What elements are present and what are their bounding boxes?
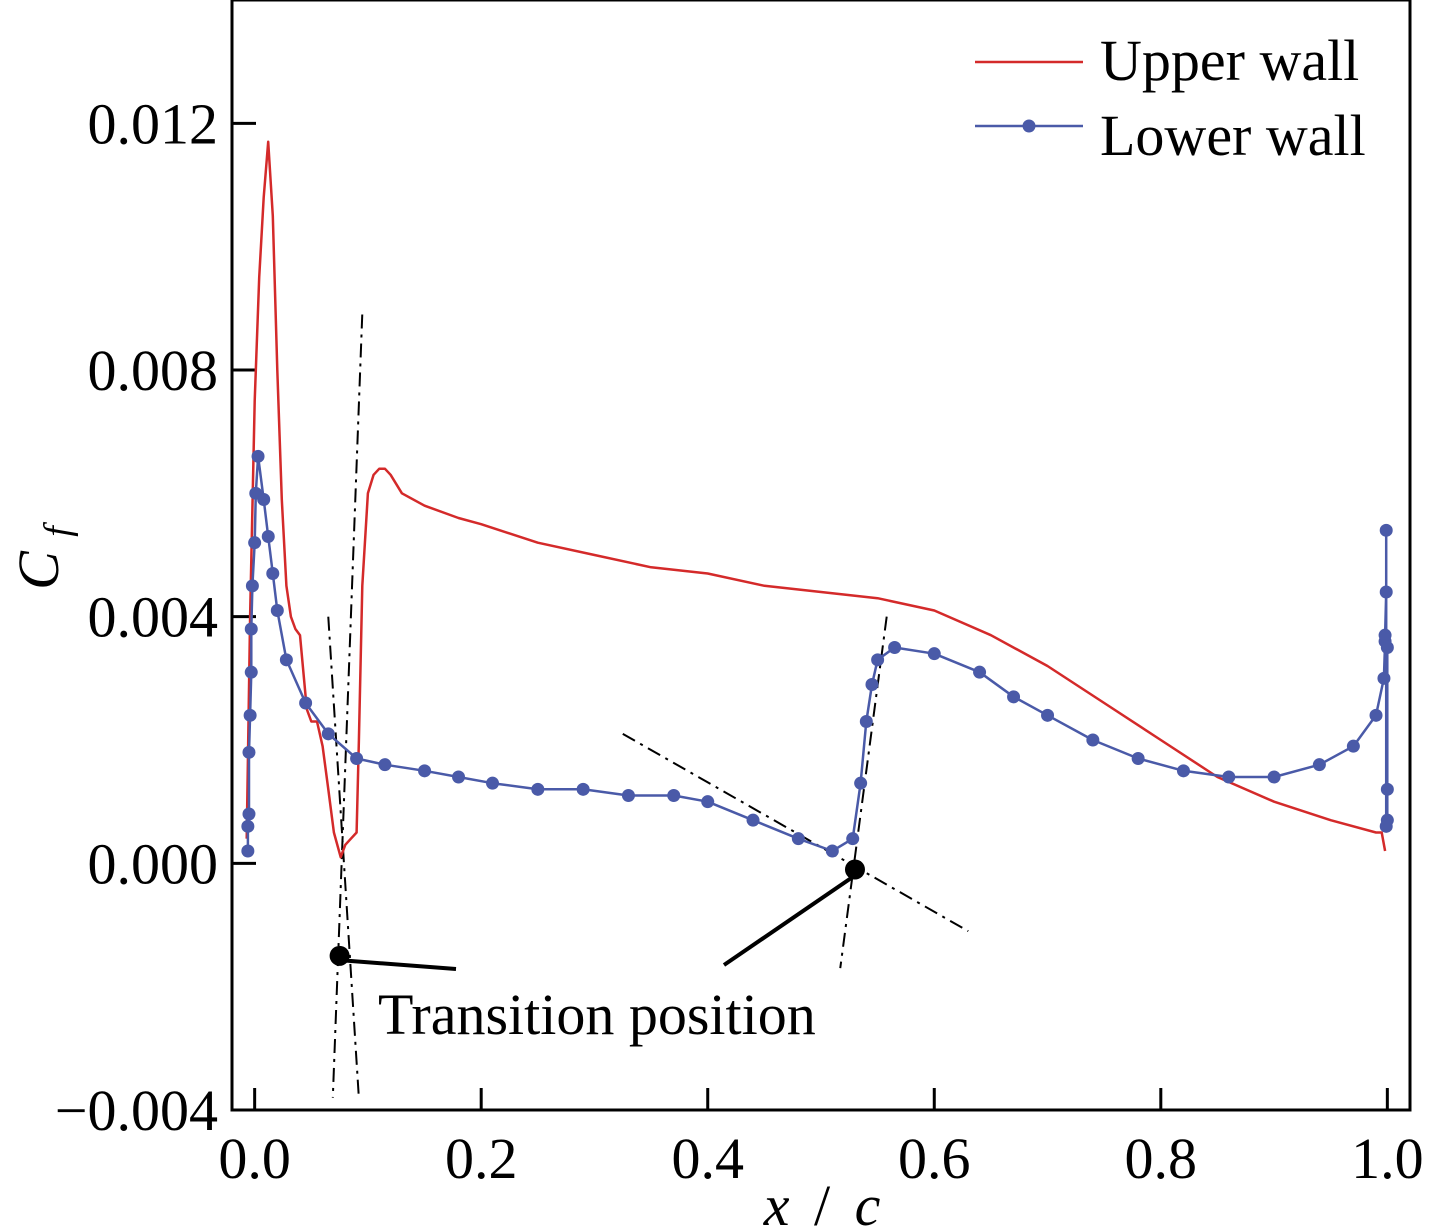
lower-wall-point <box>531 782 545 796</box>
lower-wall-point <box>865 678 879 691</box>
lower-wall-point <box>243 708 257 722</box>
plot-frame <box>230 0 1412 1112</box>
lower-wall-point <box>452 770 466 784</box>
lower-wall-point <box>242 807 256 821</box>
tangent-line <box>327 616 360 1098</box>
lower-wall-point <box>299 696 313 710</box>
transition-point <box>329 945 350 966</box>
lower-wall-point <box>1377 671 1391 685</box>
lower-wall-point <box>1041 708 1055 722</box>
lower-wall-point <box>486 776 500 790</box>
lower-wall-point <box>418 764 432 778</box>
y-axis-sub: f <box>37 522 79 537</box>
annotation-text: Transition position <box>378 982 816 1047</box>
legend-label-lower: Lower wall <box>1100 103 1366 168</box>
lower-wall-point <box>667 789 681 802</box>
series-line-upper-wall <box>245 140 1387 859</box>
lower-wall-point <box>1086 733 1100 747</box>
lower-wall-point <box>1380 813 1394 827</box>
lower-wall-point <box>825 844 839 858</box>
lower-wall-point <box>1267 770 1281 784</box>
lower-wall-point <box>854 776 868 790</box>
y-tick-label: 0.008 <box>88 338 219 403</box>
lower-wall-point <box>261 530 275 543</box>
lower-wall-point <box>245 579 259 593</box>
lower-wall-point <box>859 715 873 728</box>
lower-wall-point <box>1346 739 1360 753</box>
x-tick-label: 0.0 <box>218 1126 291 1191</box>
legend-label-upper: Upper wall <box>1100 28 1359 93</box>
x-tick-label: 0.6 <box>898 1126 971 1191</box>
series-line-lower-wall <box>246 455 1389 853</box>
x-axis-title: x / c <box>763 1173 881 1228</box>
lower-wall-point <box>266 567 280 580</box>
lower-wall-point <box>1222 770 1236 784</box>
transition-point <box>844 859 865 880</box>
lower-wall-point <box>241 844 255 858</box>
lower-wall-point <box>321 727 335 741</box>
y-tick-label: 0.012 <box>88 91 219 156</box>
lower-wall-point <box>576 782 590 796</box>
annotation-leader-left <box>337 958 457 971</box>
lower-wall-point <box>279 653 293 667</box>
lower-wall-point <box>248 536 262 550</box>
x-axis-den: c <box>855 1173 881 1228</box>
lower-wall-point <box>244 622 258 636</box>
legend: Upper wall Lower wall <box>975 28 1366 168</box>
x-tick-label: 0.4 <box>671 1126 744 1191</box>
lower-wall-point <box>251 449 265 463</box>
annotation-leader-right <box>722 870 862 967</box>
ticks: 0.0 0.2 0.4 0.6 0.8 1.0 −0.004 0.000 0.004 0.008 0… <box>55 91 1424 1191</box>
series-group <box>241 140 1394 859</box>
lower-wall-point <box>746 813 760 827</box>
tangent-line <box>331 314 364 1098</box>
lower-wall-point <box>378 758 392 772</box>
x-tick-label: 0.2 <box>445 1126 518 1191</box>
lower-wall-point <box>1380 782 1394 796</box>
lower-wall-point <box>270 604 284 617</box>
lower-wall-point <box>791 832 805 846</box>
y-axis-title: C f <box>6 522 79 590</box>
y-tick-label: 0.004 <box>88 585 219 650</box>
lower-wall-point <box>257 493 271 506</box>
transition-annotation: Transition position <box>337 870 862 1047</box>
tangent-line <box>839 616 888 969</box>
y-tick-label: 0.000 <box>88 831 219 896</box>
y-axis-main: C <box>6 550 71 590</box>
transition-markers <box>329 859 865 966</box>
x-tick-label: 1.0 <box>1351 1126 1424 1191</box>
lower-wall-point <box>888 641 902 654</box>
tangent-line <box>622 732 969 933</box>
lower-wall-point <box>871 653 885 667</box>
lower-wall-point <box>973 665 987 679</box>
lower-wall-point <box>846 832 860 846</box>
lower-wall-point <box>927 647 941 661</box>
lower-wall-point <box>621 789 635 802</box>
lower-wall-point <box>241 819 255 833</box>
x-axis-sep: / <box>814 1173 831 1228</box>
lower-wall-point <box>1369 708 1383 722</box>
lower-wall-point <box>1007 690 1021 704</box>
lower-wall-point <box>1312 758 1326 772</box>
lower-wall-point <box>1131 752 1145 765</box>
lower-wall-point <box>1378 628 1392 642</box>
lower-wall-point <box>1380 641 1394 654</box>
lower-wall-point <box>350 752 364 765</box>
lower-wall-point <box>244 665 258 679</box>
tangent-lines <box>327 314 969 1098</box>
x-axis-var: x <box>763 1173 790 1228</box>
lower-wall-point <box>701 795 715 809</box>
lower-wall-point <box>1379 585 1393 599</box>
x-tick-label: 0.8 <box>1125 1126 1198 1191</box>
lower-wall-point <box>242 745 256 759</box>
y-tick-label: −0.004 <box>55 1078 218 1143</box>
lower-wall-point <box>1176 764 1190 778</box>
lower-wall-point <box>1379 523 1393 537</box>
svg-text:C f: C f <box>6 522 79 590</box>
legend-marker-lower <box>1022 119 1036 133</box>
